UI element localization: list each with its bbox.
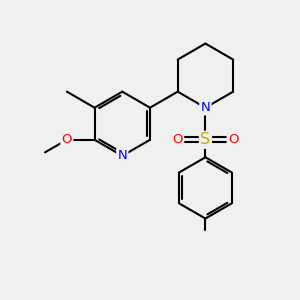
Text: N: N	[200, 101, 210, 114]
Text: O: O	[172, 133, 183, 146]
Text: O: O	[228, 133, 238, 146]
Text: S: S	[200, 132, 211, 147]
Text: N: N	[117, 149, 127, 162]
Text: O: O	[61, 133, 72, 146]
